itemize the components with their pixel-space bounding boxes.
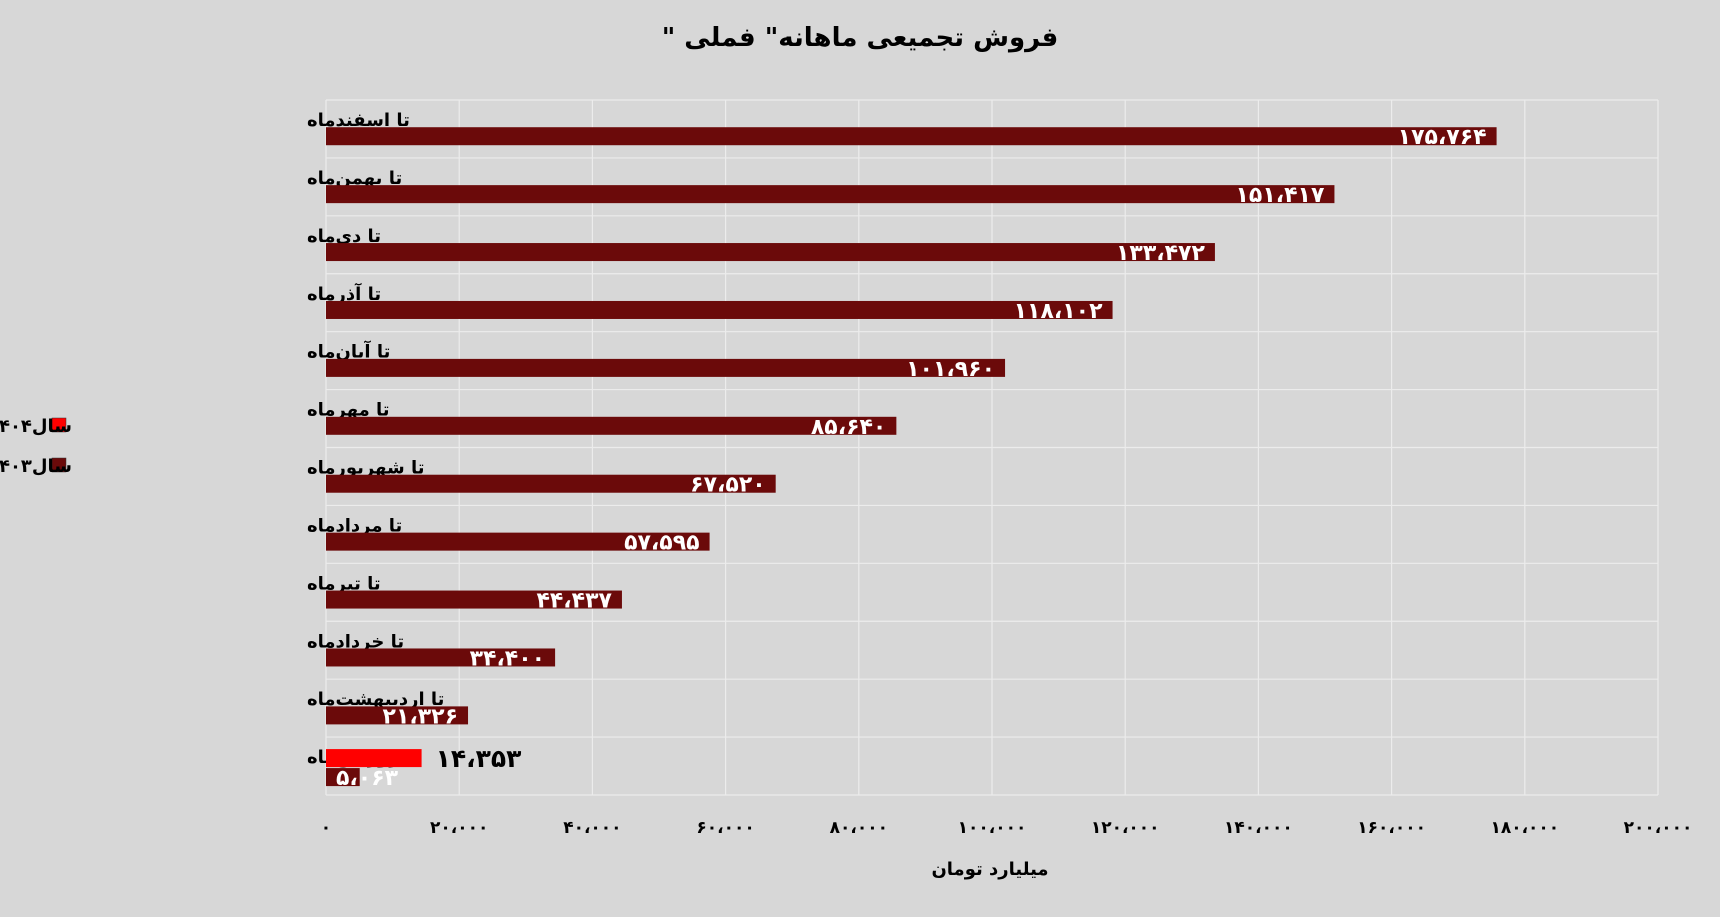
x-tick-label: ۶۰،۰۰۰ bbox=[696, 818, 754, 838]
bar-1403 bbox=[326, 706, 469, 725]
bar-1403 bbox=[326, 185, 1335, 204]
data-label-1403: ۵۷،۵۹۵ bbox=[624, 531, 700, 556]
bar-1403 bbox=[326, 648, 556, 667]
legend-label: سال۱۴۰۳ bbox=[0, 456, 72, 477]
legend: سال۱۴۰۴ سال۱۴۰۳ bbox=[0, 416, 72, 477]
x-tick-label: ۱۶۰،۰۰۰ bbox=[1357, 818, 1426, 838]
data-label-1403: ۱۵۱،۴۱۷ bbox=[1235, 183, 1324, 208]
x-tick-label: ۰ bbox=[321, 818, 331, 838]
x-tick-label: ۱۲۰،۰۰۰ bbox=[1091, 818, 1160, 838]
bar-1403 bbox=[326, 474, 776, 493]
bar-1403 bbox=[326, 300, 1113, 319]
data-label-1403: ۸۵،۶۴۰ bbox=[811, 415, 887, 440]
data-label-1403: ۱۰۱،۹۶۰ bbox=[906, 357, 995, 382]
bar-1403 bbox=[326, 768, 360, 787]
category-label: تا مردادماه bbox=[307, 515, 402, 536]
category-label: تا شهریورماه bbox=[307, 458, 425, 479]
x-axis-label: میلیارد تومان bbox=[931, 859, 1048, 880]
category-label: تا اردیبهشت‌ماه bbox=[307, 689, 444, 710]
bar-1403 bbox=[326, 532, 710, 551]
data-label-1403: ۱۱۸،۱۰۲ bbox=[1014, 299, 1103, 324]
x-tick-label: ۴۰،۰۰۰ bbox=[563, 818, 621, 838]
category-label: تا اسفندماه bbox=[307, 110, 410, 131]
category-label: تا خردادماه bbox=[307, 631, 404, 652]
plot-area: ۰ ۲۰،۰۰۰ ۴۰،۰۰۰ ۶۰،۰۰۰ ۸۰،۰۰۰ ۱۰۰،۰۰۰ ۱۲۰،۰۰۰ ۱… bbox=[307, 99, 1693, 838]
category-label: تا آبان‌ماه bbox=[307, 340, 390, 363]
x-tick-label: ۸۰،۰۰۰ bbox=[830, 818, 888, 838]
data-label-1404: ۱۴،۳۵۳ bbox=[436, 744, 522, 773]
bar-1403 bbox=[326, 358, 1006, 377]
bar-1403 bbox=[326, 127, 1497, 146]
chart-title: فروش تجمیعی ماهانه" فملی " bbox=[662, 23, 1059, 53]
data-label-1403: ۴۴،۴۳۷ bbox=[536, 589, 612, 614]
bar-1403 bbox=[326, 243, 1215, 262]
bar-1403 bbox=[326, 416, 897, 435]
data-label-1403: ۱۷۵،۷۶۴ bbox=[1398, 125, 1487, 150]
data-label-1403: ۵،۰۶۳ bbox=[336, 766, 399, 791]
x-tick-label: ۲۰۰،۰۰۰ bbox=[1624, 818, 1693, 838]
data-label-1403: ۶۷،۵۲۰ bbox=[690, 473, 766, 498]
x-tick-label: ۱۰۰،۰۰۰ bbox=[958, 818, 1027, 838]
legend-swatch-1404 bbox=[51, 417, 67, 433]
x-tick-label: ۱۴۰،۰۰۰ bbox=[1224, 818, 1293, 838]
category-label: تا مهرماه bbox=[307, 400, 390, 421]
category-label: تا دی‌ماه bbox=[307, 226, 381, 247]
category-label: تا تیرماه bbox=[307, 573, 381, 594]
legend-label: سال۱۴۰۴ bbox=[0, 416, 72, 437]
x-tick-label: ۱۸۰،۰۰۰ bbox=[1490, 818, 1559, 838]
x-tick-label: ۲۰،۰۰۰ bbox=[430, 818, 488, 838]
category-label: تا بهمن‌ماه bbox=[307, 168, 402, 189]
bar-1403 bbox=[326, 590, 622, 609]
category-label: تا آذرماه bbox=[307, 282, 381, 305]
data-label-1403: ۳۴،۴۰۰ bbox=[470, 646, 546, 671]
legend-swatch-1403 bbox=[51, 457, 67, 473]
data-label-1403: ۱۳۳،۴۷۲ bbox=[1116, 241, 1205, 266]
bar-1404 bbox=[326, 749, 422, 768]
data-label-1403: ۲۱،۳۲۶ bbox=[383, 704, 459, 729]
